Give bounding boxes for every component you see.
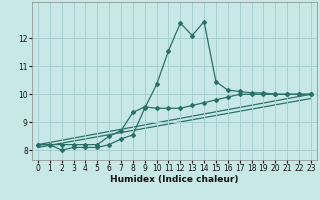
- X-axis label: Humidex (Indice chaleur): Humidex (Indice chaleur): [110, 175, 239, 184]
